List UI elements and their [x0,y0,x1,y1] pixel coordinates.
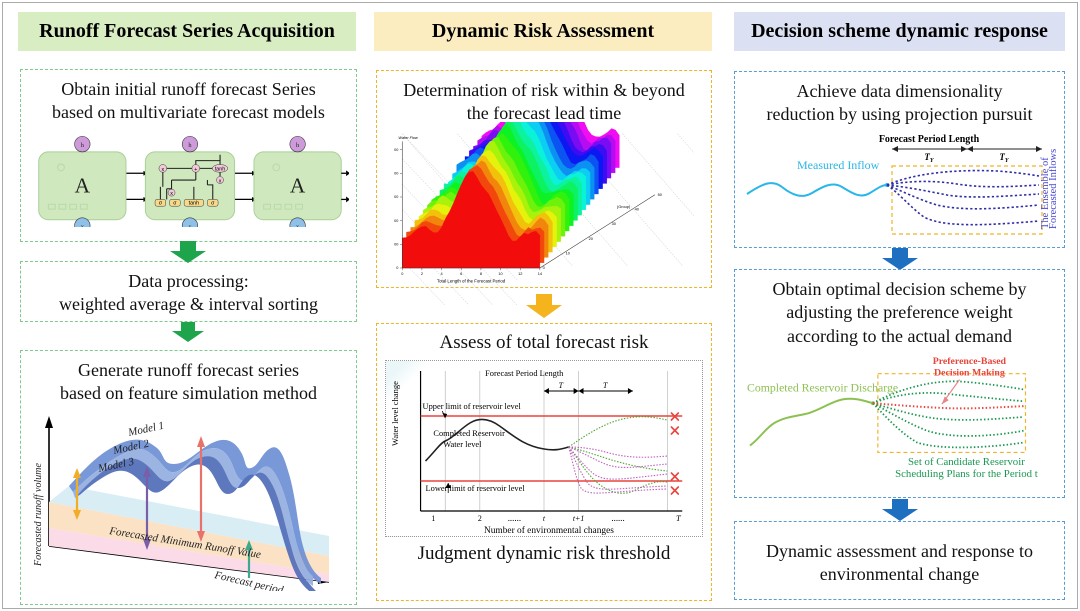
svg-text:(Group): (Group) [617,205,631,209]
svg-text:30: 30 [612,222,616,226]
svg-text:+: + [194,167,197,173]
svg-text:Forecasted runoff volume: Forecasted runoff volume [33,462,44,567]
svg-text:TY: TY [924,152,935,164]
svg-text:Lower limit of reservoir level: Lower limit of reservoir level [426,483,526,493]
svg-text:2: 2 [478,514,482,523]
svg-text:Total Length of the Forecast P: Total Length of the Forecast Period [437,278,506,283]
svg-text:Scheduling Plans for the Perio: Scheduling Plans for the Period t [895,468,1038,480]
svg-text:x: x [161,167,164,173]
svg-text:6: 6 [460,272,462,276]
svg-text:Forecast Period Length: Forecast Period Length [879,134,980,145]
svg-text:x: x [170,191,173,197]
svg-text:2: 2 [421,272,423,276]
svg-text:A: A [289,173,305,197]
svg-text:12: 12 [518,272,522,276]
svg-text:Measured Inflow: Measured Inflow [797,158,880,172]
svg-text:14: 14 [538,272,543,276]
svg-text:Decision Making: Decision Making [934,368,1005,379]
svg-text:TY: TY [999,152,1010,164]
svg-text:50: 50 [658,193,662,197]
svg-text:1000: 1000 [394,242,398,246]
svg-text:Model 1: Model 1 [126,419,165,439]
svg-text:2000: 2000 [394,219,398,223]
svg-text:40: 40 [635,207,639,211]
svg-text:Number of environmental change: Number of environmental changes [484,525,614,536]
svg-text:A: A [74,173,90,197]
svg-text:......: ...... [611,513,624,523]
svg-text:......: ...... [508,513,521,523]
svg-text:Completed Reservoir: Completed Reservoir [433,428,505,438]
svg-text:Water level: Water level [443,439,482,449]
svg-text:Preference-Based: Preference-Based [932,356,1006,367]
svg-text:T: T [676,513,682,523]
svg-text:T: T [603,381,608,390]
svg-text:T: T [559,381,564,390]
svg-text:tanh: tanh [188,200,198,206]
svg-text:10: 10 [566,251,570,255]
svg-text:0: 0 [401,272,403,276]
svg-text:4000: 4000 [394,171,398,175]
svg-text:x: x [218,178,221,184]
svg-text:0: 0 [543,266,545,270]
svg-text:5000: 5000 [394,148,398,152]
svg-text:1: 1 [431,514,435,523]
svg-text:tanh: tanh [214,166,224,172]
svg-text:3000: 3000 [394,195,398,199]
svg-text:0: 0 [396,266,398,270]
svg-text:Water level change: Water level change [390,381,400,446]
svg-text:t+1: t+1 [573,514,584,523]
svg-text:10: 10 [498,272,502,276]
svg-text:4: 4 [440,272,443,276]
svg-text:Forecast Period Length: Forecast Period Length [485,368,564,378]
svg-text:Set of Candidate Reservoir: Set of Candidate Reservoir [908,456,1025,468]
svg-text:Water Flow: Water Flow [398,136,418,140]
svg-text:8: 8 [480,272,482,276]
svg-text:20: 20 [589,237,593,241]
svg-text:t: t [543,514,546,523]
svg-text:Forecasted Inflows: Forecasted Inflows [1048,149,1057,229]
svg-text:Completed Reservoir Discharge: Completed Reservoir Discharge [746,381,897,395]
svg-text:Upper limit of reservoir level: Upper limit of reservoir level [423,401,522,411]
